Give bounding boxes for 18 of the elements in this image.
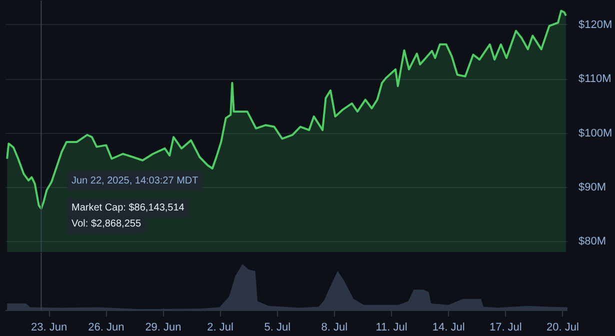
x-tick-label: 29. Jun [145, 322, 182, 334]
x-tick-label: 14. Jul [432, 322, 465, 334]
x-tick-label: 17. Jul [489, 322, 522, 334]
x-tick-label: 26. Jun [88, 322, 124, 334]
x-tick-label: 20. Jul [546, 322, 579, 334]
x-tick-label: 5. Jul [264, 322, 291, 334]
annotation: Market Cap: $86,143,514 [72, 202, 185, 214]
y-tick-label: $120M [578, 18, 612, 31]
x-tick-label: 2. Jul [207, 322, 234, 334]
y-tick-label: $80M [578, 236, 606, 248]
y-tick-label: $100M [578, 127, 612, 140]
annotation: Vol: $2,868,255 [72, 218, 142, 230]
x-tick-label: 23. Jun [31, 322, 68, 334]
y-tick-label: $90M [578, 181, 606, 194]
x-tick-label: 8. Jul [321, 322, 348, 334]
x-tick-label: 11. Jul [376, 322, 408, 334]
y-tick-label: $110M [578, 73, 612, 86]
annotation: Jun 22, 2025, 14:03:27 MDT [72, 176, 198, 186]
